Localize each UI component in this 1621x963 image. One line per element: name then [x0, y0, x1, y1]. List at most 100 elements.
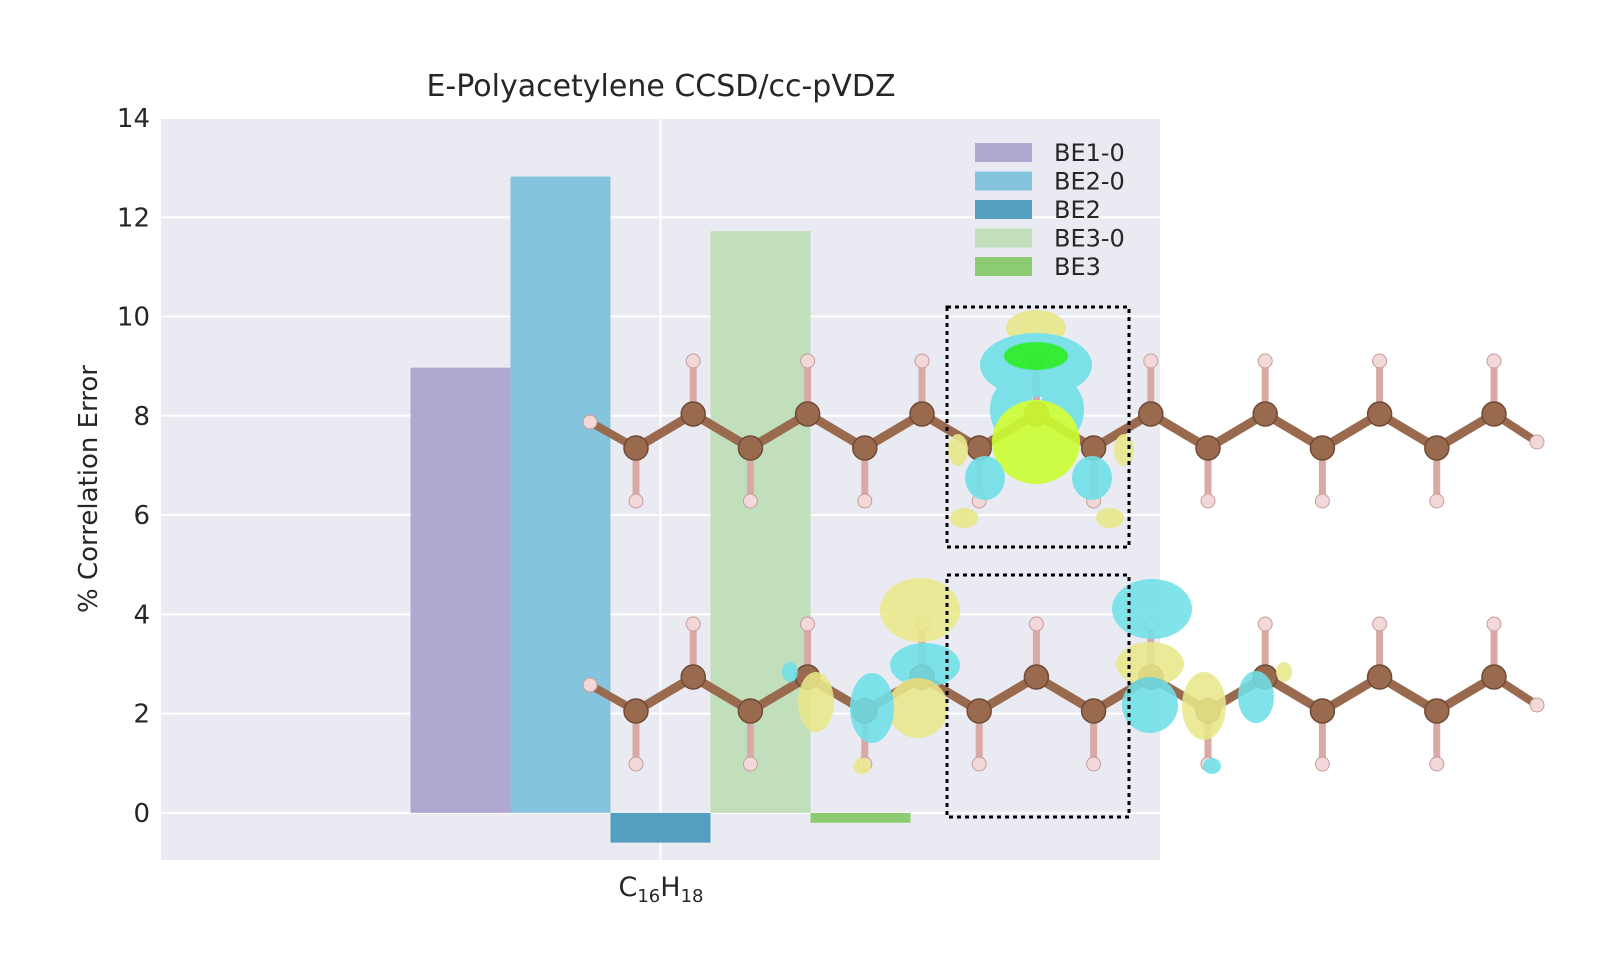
- carbon-atom: [623, 435, 649, 461]
- orbital-isosurface-top: [948, 310, 1134, 528]
- x-tick-label-sub2: 18: [681, 886, 704, 907]
- x-tick-label-h: H: [660, 872, 680, 903]
- orbital-lobe: [1072, 456, 1112, 500]
- hydrogen-atom: [1257, 616, 1273, 632]
- hydrogen-atom: [800, 353, 816, 369]
- carbon-atom: [1252, 401, 1278, 427]
- hydrogen-atom: [742, 493, 758, 509]
- hydrogen-atom: [685, 353, 701, 369]
- carbon-atom: [1309, 435, 1336, 461]
- fragment-box-bottom: [945, 573, 1131, 819]
- carbon-atom: [680, 401, 706, 427]
- orbital-lobe: [965, 456, 1005, 500]
- hydrogen-atom: [1372, 616, 1388, 632]
- hydrogen-atom: [1529, 697, 1545, 713]
- orbital-lobe: [1238, 671, 1274, 723]
- hydrogen-atom: [1314, 756, 1330, 772]
- legend-swatch-be3-0: [975, 228, 1032, 248]
- y-tick-label: 4: [133, 600, 150, 630]
- legend-swatch-be2-0: [975, 171, 1032, 191]
- orbital-lobe: [1182, 672, 1226, 740]
- carbon-atom: [737, 435, 764, 461]
- orbital-lobe: [1276, 662, 1292, 682]
- orbital-lobe: [1096, 508, 1124, 528]
- orbital-lobe: [1116, 642, 1184, 686]
- orbital-lobe: [853, 758, 871, 774]
- carbon-atom: [1309, 698, 1336, 724]
- molecule-inset: [582, 305, 1545, 819]
- bar-be2: [610, 812, 711, 843]
- orbital-lobe: [850, 673, 894, 743]
- bar-be2-0: [510, 176, 611, 813]
- y-tick-label: 0: [133, 799, 150, 829]
- carbon-atom: [737, 698, 764, 724]
- hydrogen-atom: [628, 493, 644, 509]
- hydrogen-atom: [971, 756, 987, 772]
- carbon-atom: [966, 698, 992, 724]
- y-tick-label: 14: [117, 104, 150, 134]
- hydrogen-atom: [1429, 756, 1445, 772]
- hydrogen-atom: [1257, 353, 1273, 369]
- chart-title: E-Polyacetylene CCSD/cc-pVDZ: [426, 69, 895, 104]
- hydrogen-atom: [582, 414, 598, 430]
- orbital-lobe: [888, 678, 948, 738]
- carbon-atom: [680, 664, 706, 690]
- legend-label-be1-0: BE1-0: [1054, 139, 1125, 167]
- orbital-lobe: [782, 662, 798, 682]
- legend-swatch-be2: [975, 200, 1032, 219]
- hydrogen-atom: [1314, 493, 1330, 509]
- hydrogen-atom: [742, 756, 758, 772]
- orbital-lobe: [992, 400, 1080, 484]
- legend-swatch-be3: [975, 257, 1032, 276]
- carbon-atom: [1366, 401, 1393, 427]
- hydrogen-atom: [1028, 616, 1044, 632]
- y-tick-label: 12: [117, 203, 150, 233]
- carbon-atom: [1138, 401, 1164, 427]
- x-tick-label-sub1: 16: [637, 886, 660, 907]
- carbon-atom: [1195, 435, 1221, 461]
- fragment-box-top: [945, 305, 1131, 549]
- hydrogen-atom: [1200, 493, 1216, 509]
- orbital-lobe: [950, 508, 978, 528]
- orbital-lobe: [1203, 758, 1221, 774]
- hydrogen-atom: [1086, 756, 1102, 772]
- orbital-lobe: [880, 578, 960, 642]
- hydrogen-atom: [914, 353, 930, 369]
- orbital-lobe: [798, 672, 834, 732]
- x-tick-label-c: C: [619, 872, 638, 903]
- hydrogen-atom: [628, 756, 644, 772]
- hydrogen-atom: [1486, 616, 1502, 632]
- orbital-lobe: [1114, 434, 1134, 466]
- legend-label-be2-0: BE2-0: [1054, 168, 1125, 196]
- carbon-atom: [1424, 698, 1450, 724]
- legend-label-be3: BE3: [1054, 253, 1101, 281]
- carbon-atom: [1481, 401, 1507, 427]
- carbon-atom: [1080, 698, 1107, 724]
- hydrogen-atom: [1529, 434, 1545, 450]
- y-tick-label: 2: [133, 700, 150, 730]
- legend-label-be3-0: BE3-0: [1054, 225, 1125, 253]
- carbon-atom: [1366, 664, 1393, 690]
- y-tick-labels: 0 2 4 6 8 10 12 14: [117, 104, 150, 829]
- y-tick-label: 10: [117, 303, 150, 333]
- carbon-atom: [1424, 435, 1450, 461]
- molecule-chain-top: [582, 353, 1545, 509]
- carbon-atom: [852, 435, 878, 461]
- carbon-atom: [909, 401, 935, 427]
- legend-swatch-be1-0: [975, 143, 1032, 162]
- hydrogen-atom: [685, 616, 701, 632]
- carbon-atom: [1481, 664, 1507, 690]
- x-tick-label: C16H18: [619, 872, 704, 907]
- hydrogen-atom: [1143, 353, 1159, 369]
- orbital-lobe: [1112, 579, 1192, 639]
- orbital-lobe: [890, 643, 960, 687]
- bar-be1-0: [410, 367, 511, 813]
- hydrogen-atom: [1372, 353, 1388, 369]
- y-axis-label: % Correlation Error: [74, 365, 104, 613]
- y-tick-label: 6: [133, 501, 150, 531]
- orbital-lobe: [1004, 342, 1068, 370]
- legend-label-be2: BE2: [1054, 196, 1101, 224]
- hydrogen-atom: [1486, 353, 1502, 369]
- orbital-isosurface-bottom: [782, 578, 1292, 774]
